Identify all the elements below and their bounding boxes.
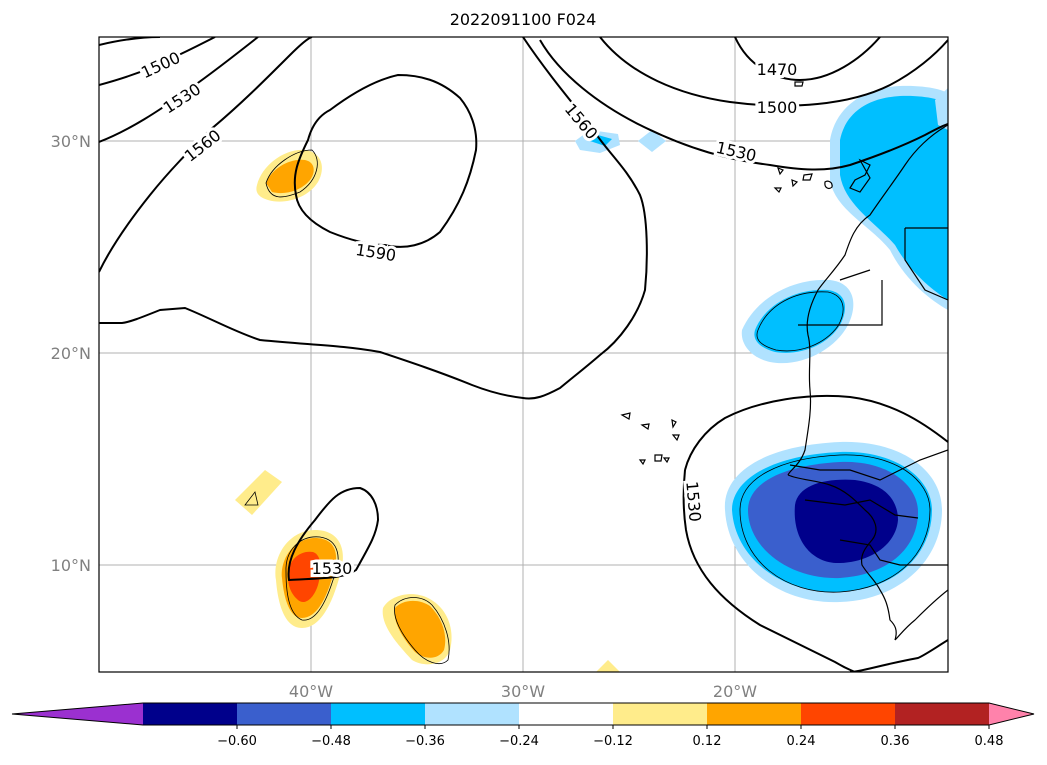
colorbar-tick-label: −0.12 — [593, 734, 633, 749]
colorbar-segment — [237, 703, 332, 725]
colorbar-segment — [895, 703, 990, 725]
contour-1530-low — [682, 394, 948, 672]
coast-capeverde-4 — [671, 434, 680, 442]
contour-label: 1500 — [138, 48, 183, 82]
anomaly-outlines — [244, 149, 931, 664]
coast-gulf — [894, 589, 948, 641]
colorbar-extend-min — [12, 703, 143, 725]
shade-yellow-edge — [596, 660, 620, 672]
lat-tick-labels: 30°N 20°N 10°N — [51, 132, 91, 575]
colorbar-extend-max — [989, 703, 1034, 725]
colorbar-tick-label: −0.60 — [217, 734, 257, 749]
coast-west-africa — [787, 474, 897, 641]
contour-1530-nw — [99, 37, 259, 143]
coast-capeverde-5 — [638, 459, 646, 466]
lon-tick-40w: 40°W — [289, 682, 333, 701]
colorbar-segment — [519, 703, 614, 725]
contour-1500-nw — [99, 37, 216, 86]
contour-label: 1530 — [312, 559, 353, 578]
lat-tick-10n: 10°N — [51, 556, 91, 575]
coast-capeverde-2 — [640, 423, 650, 430]
shade-navy-africa — [794, 479, 898, 564]
colorbar-tick-label: −0.36 — [405, 734, 445, 749]
colorbar-outline — [11, 702, 1035, 726]
lat-tick-20n: 20°N — [51, 344, 91, 363]
contour-label: 1530 — [160, 79, 204, 117]
colorbar-tick-label: 0.24 — [787, 734, 816, 749]
border-mali-senegal — [789, 449, 948, 481]
colorbar-tick-label: 0.48 — [975, 734, 1004, 749]
contour-1530-small — [287, 486, 380, 582]
shade-orange-south — [394, 600, 446, 658]
coast-canary-5 — [773, 187, 782, 194]
lat-tick-30n: 30°N — [51, 132, 91, 151]
coast-capeverde-3 — [671, 418, 677, 429]
contour-label: 1590 — [354, 240, 397, 265]
colorbar-tick-label: 0.36 — [881, 734, 910, 749]
colorbar-tick-label: −0.48 — [311, 734, 351, 749]
lon-tick-labels: 40°W 30°W 20°W — [289, 682, 757, 701]
colorbar-segment — [331, 703, 426, 725]
contour-1470-ne — [734, 37, 881, 82]
contour-label: 1530 — [714, 138, 758, 166]
contour-label: 1500 — [757, 98, 798, 117]
colorbar-segment — [425, 703, 520, 725]
border-guinea — [804, 499, 948, 566]
plot-area: 1500 1530 1560 1590 1560 1470 1500 1530 … — [99, 37, 948, 672]
contour-1530-ne — [539, 39, 948, 171]
contour-1500-ne — [599, 37, 948, 107]
shade-lightblue-corner — [935, 88, 948, 130]
contour-1560-main — [99, 37, 648, 400]
border-mauritania — [798, 269, 883, 326]
contour-label: 1560 — [181, 126, 225, 166]
shade-orange-north — [266, 159, 314, 194]
contour-1500-west — [99, 37, 161, 46]
contour-1590-high — [293, 73, 478, 248]
contour-label: 1530 — [682, 480, 704, 522]
coast-capeverde-1 — [620, 412, 631, 420]
colorbar-tick-label: −0.24 — [499, 734, 539, 749]
shade-yellow-tiny — [235, 470, 282, 515]
coast-canary-1 — [777, 166, 784, 176]
border-morocco — [904, 227, 948, 301]
colorbar-tick-label: 0.12 — [693, 734, 722, 749]
shade-small-2 — [638, 130, 666, 152]
plot-frame — [98, 36, 949, 673]
map-title: 2022091100 F024 — [450, 10, 597, 29]
coast-canary-4 — [824, 180, 833, 189]
shade-red-west — [288, 551, 321, 603]
gridlines — [99, 37, 948, 672]
positive-anomaly-shading — [235, 149, 620, 672]
negative-anomaly-shading — [575, 85, 948, 603]
lon-tick-30w: 30°W — [501, 682, 545, 701]
coast-capeverde-6 — [654, 454, 663, 462]
coast-nw-africa — [787, 124, 948, 476]
coast-canary-2 — [791, 179, 799, 188]
colorbar-segment — [143, 703, 238, 725]
lon-tick-20w: 20°W — [713, 682, 757, 701]
coastlines — [620, 81, 948, 641]
colorbar-segment — [801, 703, 896, 725]
coast-iberia — [849, 158, 871, 193]
contour-label: 1470 — [757, 60, 798, 79]
coast-capeverde-7 — [662, 457, 670, 464]
height-contours — [99, 37, 948, 672]
coast-madeira — [794, 81, 804, 87]
colorbar-segment — [613, 703, 708, 725]
shade-blue-ne — [840, 95, 948, 300]
coast-canary-3 — [802, 173, 813, 181]
colorbar: −0.60 −0.48 −0.36 −0.24 −0.12 0.12 0.24 0.36 0.4… — [11, 702, 1035, 749]
colorbar-segment — [707, 703, 802, 725]
